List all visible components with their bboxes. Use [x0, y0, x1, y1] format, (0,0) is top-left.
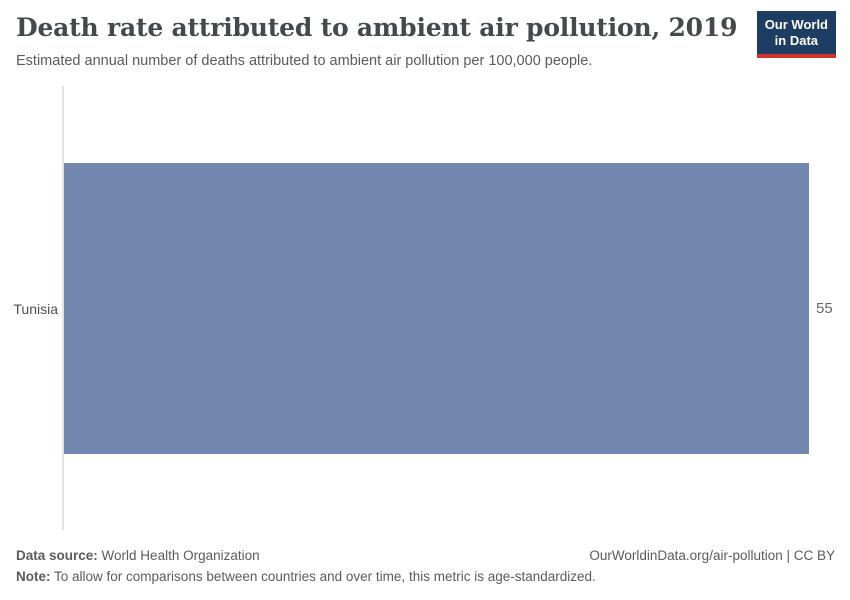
bar-value-label: 55 [816, 300, 833, 317]
data-source-label: Data source: [16, 548, 98, 563]
license-link[interactable]: OurWorldinData.org/air-pollution | CC BY [589, 548, 835, 563]
y-axis-line [62, 86, 64, 530]
owid-logo-line2: in Data [774, 33, 819, 49]
bar-tunisia[interactable] [64, 163, 809, 454]
owid-logo-line1: Our World [764, 17, 828, 32]
chart-subtitle: Estimated annual number of deaths attrib… [16, 53, 593, 69]
note-label: Note: [16, 569, 51, 584]
entity-label-tunisia: Tunisia [13, 300, 58, 317]
data-source-text: World Health Organization [101, 548, 260, 563]
note-line: Note: To allow for comparisons between c… [16, 569, 596, 584]
data-source-line: Data source: World Health Organization [16, 548, 260, 563]
plot-row: 55 [64, 163, 833, 454]
owid-logo: Our World in Data [756, 11, 836, 58]
chart-title: Death rate attributed to ambient air pol… [16, 13, 738, 42]
note-text: To allow for comparisons between countri… [54, 569, 596, 584]
